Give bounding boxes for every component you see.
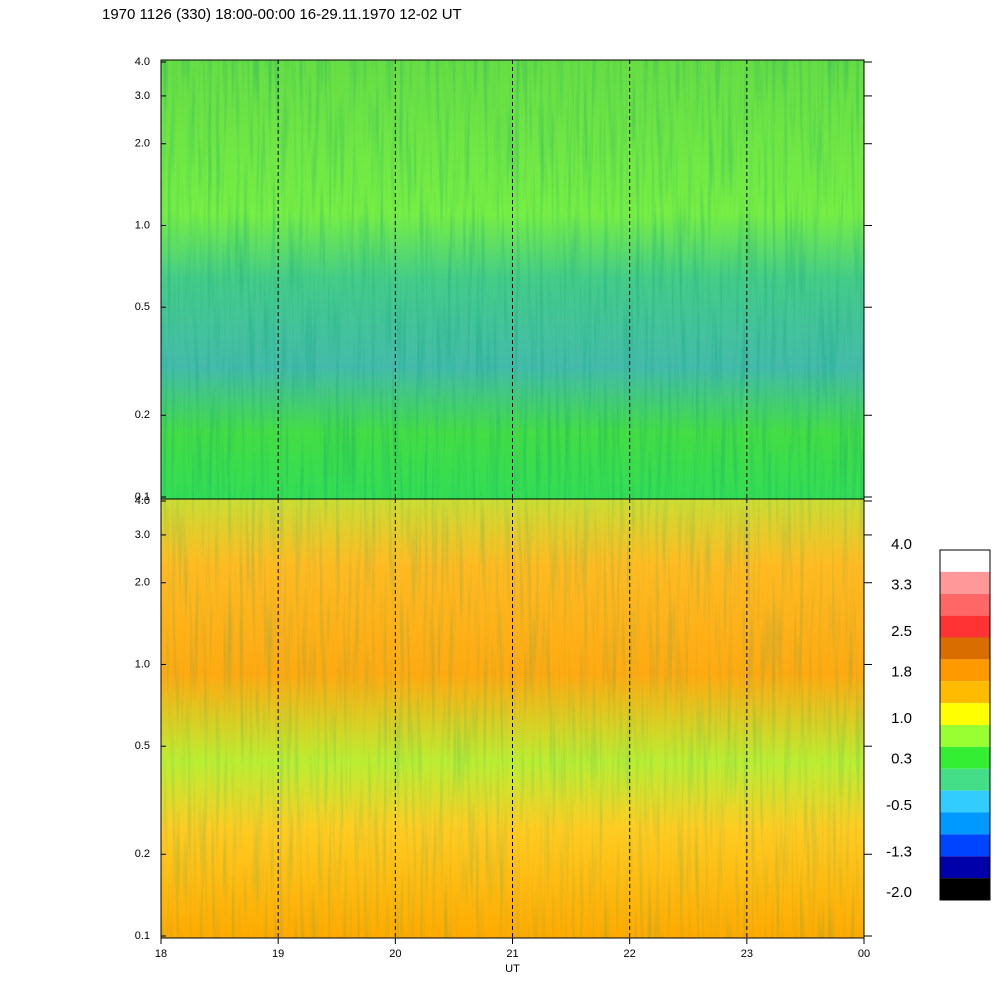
colorbar-swatch	[940, 746, 990, 769]
y-tick-label: 2.0	[135, 577, 150, 589]
colorbar-swatch	[940, 856, 990, 879]
colorbar-swatch	[940, 571, 990, 594]
colorbar-swatch	[940, 615, 990, 638]
colorbar-label: 3.3	[891, 577, 912, 594]
colorbar-frame	[939, 549, 991, 901]
x-tick-label: 21	[506, 948, 518, 960]
x-tick-label: 22	[624, 948, 636, 960]
y-tick-label: 0.2	[135, 409, 150, 421]
y-tick-label: 0.1	[135, 930, 150, 942]
colorbar-swatch	[940, 725, 990, 747]
y-tick-label: 1.0	[135, 658, 150, 670]
colorbar-swatch	[940, 790, 990, 813]
colorbar-swatch	[940, 768, 990, 791]
colorbar-label: 4.0	[891, 536, 912, 553]
colorbar-label: 0.3	[891, 751, 912, 768]
colorbar-label: -2.0	[886, 884, 912, 901]
y-tick-label: 2.0	[135, 138, 150, 150]
y-tick-label: 4.0	[135, 56, 150, 68]
colorbar-label: 2.5	[891, 623, 912, 640]
x-axis-label: UT	[505, 963, 520, 975]
y-tick-label: 3.0	[135, 529, 150, 541]
colorbar-swatch	[940, 878, 990, 900]
colorbar-label: -1.3	[886, 843, 912, 860]
colorbar-swatch	[940, 637, 990, 660]
colorbar-swatch	[940, 703, 990, 725]
colorbar-swatch	[940, 593, 990, 616]
y-tick-label: 1.0	[135, 219, 150, 231]
y-tick-label: 0.5	[135, 740, 150, 752]
x-tick-label: 00	[858, 948, 870, 960]
x-tick-label: 18	[155, 948, 167, 960]
y-tick-label: 4.0	[135, 495, 150, 507]
colorbar-label: 1.8	[891, 664, 912, 681]
y-tick-label: 0.1	[135, 491, 150, 503]
colorbar-label: 1.0	[891, 710, 912, 727]
x-tick-label: 23	[741, 948, 753, 960]
chart-title: 1970 1126 (330) 18:00-00:00 16-29.11.197…	[102, 6, 462, 23]
y-tick-label: 3.0	[135, 90, 150, 102]
colorbar-swatch	[940, 659, 990, 682]
colorbar-swatch	[940, 550, 990, 572]
y-tick-label: 0.2	[135, 848, 150, 860]
colorbar-swatch	[940, 681, 990, 704]
colorbar-swatch	[940, 834, 990, 857]
y-tick-label: 0.5	[135, 301, 150, 313]
x-tick-label: 19	[272, 948, 284, 960]
colorbar-label: -0.5	[886, 797, 912, 814]
colorbar-swatch	[940, 812, 990, 835]
x-tick-label: 20	[389, 948, 401, 960]
